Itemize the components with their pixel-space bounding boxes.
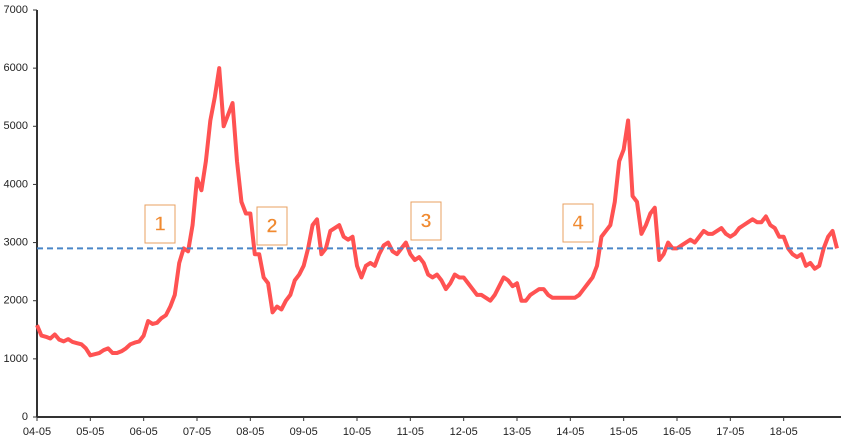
x-tick-label: 04-05 (23, 426, 51, 438)
y-tick-label: 2000 (4, 295, 28, 307)
y-tick-label: 1000 (4, 353, 28, 365)
x-tick-label: 14-05 (556, 426, 584, 438)
x-tick-label: 15-05 (610, 426, 638, 438)
x-tick-label: 16-05 (663, 426, 691, 438)
annotation: 3 (420, 210, 431, 232)
y-tick-label: 7000 (4, 4, 28, 16)
y-tick-label: 0 (22, 411, 28, 423)
annotation-box (410, 201, 442, 241)
annotation: 1 (154, 213, 165, 235)
y-tick-label: 5000 (4, 120, 28, 132)
data-line (35, 66, 839, 358)
annotation-box (144, 204, 176, 244)
y-tick-label: 6000 (4, 62, 28, 74)
x-tick-label: 07-05 (183, 426, 211, 438)
y-tick-label: 4000 (4, 178, 28, 190)
y-tick-label: 3000 (4, 236, 28, 248)
x-tick-label: 10-05 (343, 426, 371, 438)
x-tick-label: 05-05 (76, 426, 104, 438)
annotation-box (562, 203, 594, 243)
x-tick-label: 13-05 (503, 426, 531, 438)
annotation: 4 (572, 212, 584, 234)
x-tick-label: 11-05 (397, 426, 424, 438)
annotation-box (256, 206, 288, 246)
x-tick-label: 09-05 (290, 426, 318, 438)
annotation: 2 (266, 215, 277, 237)
x-tick-label: 17-05 (716, 426, 744, 438)
x-tick-label: 12-05 (450, 426, 478, 438)
x-tick-label: 18-05 (770, 426, 798, 438)
x-tick-label: 06-05 (130, 426, 158, 438)
x-tick-label: 08-05 (236, 426, 264, 438)
